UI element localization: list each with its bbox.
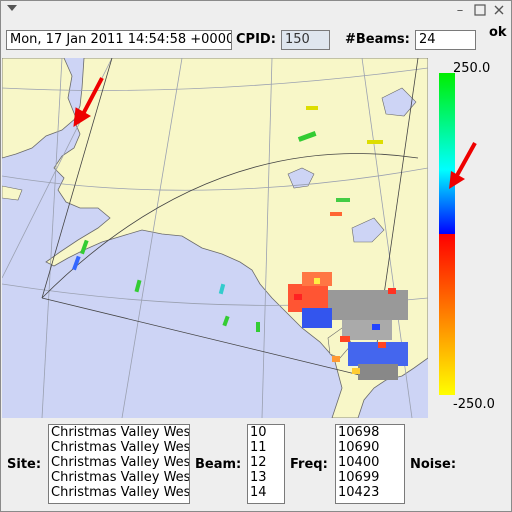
title-bar: – [1, 1, 511, 21]
scale-max-label: 250.0 [453, 61, 491, 76]
list-item[interactable]: 11 [250, 440, 267, 455]
dropdown-triangle-icon[interactable] [7, 5, 17, 11]
map-canvas [2, 58, 428, 418]
cpid-field: 150 [281, 30, 330, 50]
freq-label: Freq: [290, 457, 328, 472]
color-scale-bar [439, 73, 455, 395]
freq-list[interactable]: 10698 10690 10400 10699 10423 [335, 424, 405, 504]
list-item[interactable]: Christmas Valley West [51, 425, 190, 440]
list-item[interactable]: 10690 [338, 440, 380, 455]
datetime-field[interactable]: Mon, 17 Jan 2011 14:54:58 +0000 [6, 30, 232, 50]
noise-label: Noise: [410, 457, 457, 472]
list-item[interactable]: 10423 [338, 485, 380, 500]
beams-field[interactable]: 24 [415, 30, 476, 50]
cpid-label: CPID: [236, 32, 276, 47]
ok-button[interactable]: ok [489, 25, 507, 40]
list-item[interactable]: Christmas Valley West [51, 485, 190, 500]
site-label: Site: [7, 457, 42, 472]
list-item[interactable]: 10400 [338, 455, 380, 470]
scale-arrow-annotation [449, 142, 477, 189]
site-list[interactable]: Christmas Valley West Christmas Valley W… [48, 424, 190, 504]
beam-label: Beam: [195, 457, 242, 472]
minimize-icon[interactable]: – [456, 3, 464, 18]
radar-map[interactable] [2, 58, 428, 418]
maximize-icon[interactable] [473, 4, 487, 18]
scale-min-label: -250.0 [453, 397, 495, 412]
list-item[interactable]: 14 [250, 485, 267, 500]
beam-list[interactable]: 10 11 12 13 14 [247, 424, 285, 504]
list-item[interactable]: 10 [250, 425, 267, 440]
list-item[interactable]: Christmas Valley West [51, 470, 190, 485]
list-item[interactable]: 10699 [338, 470, 380, 485]
beams-label: #Beams: [345, 32, 410, 47]
list-item[interactable]: 12 [250, 455, 267, 470]
list-item[interactable]: 10698 [338, 425, 380, 440]
list-item[interactable]: Christmas Valley West [51, 440, 190, 455]
close-icon[interactable] [492, 4, 506, 18]
list-item[interactable]: 13 [250, 470, 267, 485]
list-item[interactable]: Christmas Valley West [51, 455, 190, 470]
